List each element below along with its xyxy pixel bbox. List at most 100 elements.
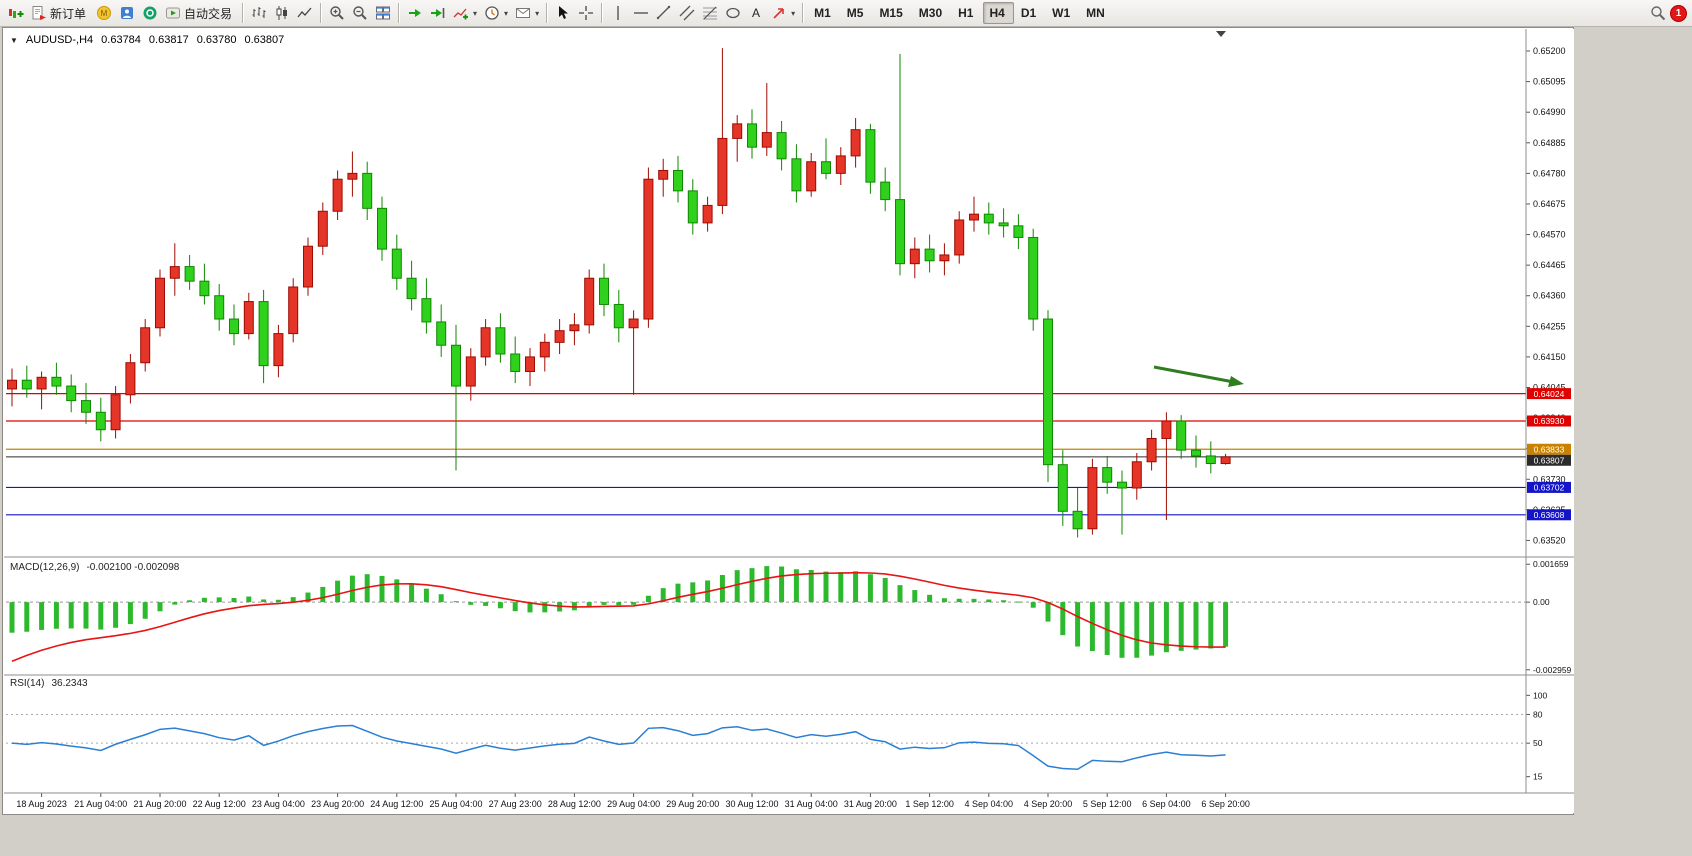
new-chart-button[interactable] (5, 2, 27, 24)
price-chart[interactable]: 0.65200 0.65095 0.64990 0.64885 0.64780 0.646… (4, 29, 1574, 813)
price-tick-label: 0.64885 (1533, 138, 1566, 148)
tile-windows-button[interactable] (372, 2, 394, 24)
macd-bar (601, 602, 607, 605)
price-axis[interactable]: 0.65200 0.65095 0.64990 0.64885 0.64780 0.646… (1526, 46, 1571, 545)
toolbar-separator (398, 3, 401, 23)
candle (1176, 420, 1187, 451)
candle (717, 137, 728, 206)
crosshair-button[interactable] (575, 2, 597, 24)
candle (362, 172, 373, 209)
candle (273, 333, 284, 367)
macd-bar (1104, 602, 1110, 655)
mql5-button[interactable]: M (93, 2, 115, 24)
macd-bar (453, 601, 459, 603)
new-order-button[interactable]: 新订单 (28, 2, 92, 24)
timeframe-h1[interactable]: H1 (952, 2, 982, 24)
macd-bar (838, 572, 844, 603)
trend-arrow-head[interactable] (1228, 376, 1244, 387)
line-chart-button[interactable] (294, 2, 316, 24)
candle (495, 327, 506, 355)
zoom-out-button[interactable] (349, 2, 371, 24)
community-button[interactable] (139, 2, 161, 24)
candle (613, 303, 624, 329)
macd-bar (986, 599, 992, 603)
macd-bar (68, 602, 74, 629)
chart-shift-button[interactable] (427, 2, 449, 24)
rsi-panel[interactable]: 100 80 50 15 (6, 690, 1547, 782)
arrows-button[interactable]: ▾ (768, 2, 798, 24)
channel-button[interactable] (676, 2, 698, 24)
notifications-badge[interactable]: 1 (1670, 4, 1687, 22)
main-toolbar: 新订单 M 自动交易 ▾ ▾ ▾ A ▾ M1 M5 M15 M30 H1 H4 D1 W1 MN 1 (0, 0, 1692, 27)
candle (303, 245, 313, 288)
macd-bar (216, 597, 222, 603)
chart-shift-marker[interactable] (1216, 31, 1226, 37)
trendline-button[interactable] (653, 2, 675, 24)
macd-panel[interactable]: 0.001659 0.00 -0.002959 (6, 559, 1572, 675)
timeframe-h4[interactable]: H4 (983, 2, 1014, 24)
macd-bar (823, 571, 829, 603)
auto-trading-button[interactable]: 自动交易 (162, 2, 238, 24)
candle (258, 301, 269, 367)
text-button[interactable]: A (745, 2, 767, 24)
timeframe-h1-label: H1 (958, 6, 974, 20)
candle (510, 353, 521, 372)
timeframe-m5[interactable]: M5 (841, 2, 873, 24)
timeframe-m1[interactable]: M1 (808, 2, 840, 24)
chevron-down-icon[interactable]: ▾ (791, 8, 796, 18)
fibonacci-button[interactable] (699, 2, 721, 24)
macd-bar (941, 598, 947, 603)
macd-bar (616, 602, 622, 606)
timeframe-w1[interactable]: W1 (1046, 2, 1079, 24)
bar-chart-button[interactable] (248, 2, 270, 24)
macd-bar (542, 602, 548, 613)
candle (1161, 420, 1172, 439)
zoom-in-button[interactable] (326, 2, 348, 24)
time-tick-label: 4 Sep 20:00 (1024, 799, 1073, 809)
timeframe-m30[interactable]: M30 (913, 2, 951, 24)
candle-chart-button[interactable] (271, 2, 293, 24)
timeframe-m15[interactable]: M15 (873, 2, 911, 24)
macd-bar (379, 575, 385, 603)
main-chart-panel[interactable] (6, 31, 1526, 538)
auto-trading-icon (165, 5, 181, 21)
time-tick-label: 28 Aug 12:00 (548, 799, 601, 809)
chevron-down-icon[interactable]: ▾ (473, 8, 478, 18)
search-button[interactable] (1647, 2, 1669, 24)
candle (983, 213, 994, 224)
cursor-button[interactable] (552, 2, 574, 24)
candle (406, 277, 417, 300)
auto-scroll-button[interactable] (404, 2, 426, 24)
periods-button[interactable]: ▾ (481, 2, 511, 24)
horizontal-line-button[interactable] (630, 2, 652, 24)
time-tick-label: 29 Aug 04:00 (607, 799, 660, 809)
profile-button[interactable] (116, 2, 138, 24)
candle (421, 298, 432, 323)
zoom-out-icon (352, 5, 368, 21)
timeframe-d1[interactable]: D1 (1015, 2, 1045, 24)
macd-signal-line (11, 571, 1226, 663)
bar-chart-icon (251, 5, 267, 21)
chevron-down-icon[interactable]: ▾ (504, 8, 509, 18)
fibo-icon (702, 5, 718, 21)
macd-tick-label: -0.002959 (1533, 665, 1572, 675)
candle (909, 248, 920, 265)
macd-bar (897, 585, 903, 603)
price-tag (1527, 415, 1571, 427)
vertical-line-button[interactable] (607, 2, 629, 24)
trend-arrow[interactable] (1153, 365, 1232, 383)
navigation-group: ▾ ▾ ▾ (404, 2, 542, 24)
candle (377, 207, 387, 250)
timeframe-m1-label: M1 (814, 6, 831, 20)
indicators-button[interactable]: ▾ (450, 2, 480, 24)
price-tick-label: 0.64150 (1533, 352, 1566, 362)
price-tag-label: 0.64024 (1534, 389, 1565, 399)
chevron-down-icon[interactable]: ▾ (535, 8, 540, 18)
timeframe-mn-label: MN (1086, 6, 1105, 20)
community-icon (142, 5, 158, 21)
shapes-button[interactable] (722, 2, 744, 24)
time-axis[interactable]: 18 Aug 2023 21 Aug 04:00 21 Aug 20:00 22 Au… (16, 793, 1250, 809)
templates-button[interactable]: ▾ (512, 2, 542, 24)
macd-bar (1223, 602, 1229, 647)
timeframe-mn[interactable]: MN (1080, 2, 1114, 24)
